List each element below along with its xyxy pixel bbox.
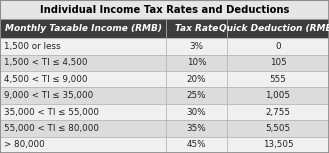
Bar [227,38,329,55]
Text: 10%: 10% [187,58,206,67]
Bar [166,55,227,71]
Bar [0,19,166,38]
Bar [0,0,329,19]
Text: 35%: 35% [187,124,206,133]
Text: 3%: 3% [190,42,204,51]
Bar [227,104,329,120]
Bar [227,137,329,153]
Text: 25%: 25% [187,91,206,100]
Text: Quick Deduction (RMB): Quick Deduction (RMB) [219,24,329,33]
Text: 45%: 45% [187,140,206,149]
Bar [166,87,227,104]
Text: 4,500 < TI ≤ 9,000: 4,500 < TI ≤ 9,000 [4,75,88,84]
Text: Tax Rate: Tax Rate [175,24,218,33]
Text: 105: 105 [270,58,286,67]
Text: 1,500 or less: 1,500 or less [4,42,61,51]
Bar [227,87,329,104]
Text: 0: 0 [275,42,281,51]
Text: 35,000 < TI ≤ 55,000: 35,000 < TI ≤ 55,000 [4,108,99,117]
Bar [0,120,166,137]
Bar [0,38,166,55]
Bar [227,71,329,87]
Bar [0,104,166,120]
Bar [166,120,227,137]
Bar [166,19,227,38]
Text: 2,755: 2,755 [266,108,291,117]
Text: 1,005: 1,005 [266,91,291,100]
Text: 9,000 < TI ≤ 35,000: 9,000 < TI ≤ 35,000 [4,91,93,100]
Bar [166,137,227,153]
Bar [166,104,227,120]
Bar [0,137,166,153]
Bar [166,38,227,55]
Text: Monthly Taxable Income (RMB): Monthly Taxable Income (RMB) [5,24,162,33]
Bar [0,55,166,71]
Bar [166,71,227,87]
Text: 1,500 < TI ≤ 4,500: 1,500 < TI ≤ 4,500 [4,58,88,67]
Text: Individual Income Tax Rates and Deductions: Individual Income Tax Rates and Deductio… [40,5,289,15]
Text: 55,000 < TI ≤ 80,000: 55,000 < TI ≤ 80,000 [4,124,99,133]
Bar [227,19,329,38]
Text: > 80,000: > 80,000 [4,140,45,149]
Text: 5,505: 5,505 [266,124,291,133]
Bar [0,87,166,104]
Text: 13,505: 13,505 [263,140,293,149]
Bar [227,55,329,71]
Bar [227,120,329,137]
Text: 20%: 20% [187,75,206,84]
Text: 555: 555 [269,75,287,84]
Bar [0,71,166,87]
Text: 30%: 30% [187,108,206,117]
